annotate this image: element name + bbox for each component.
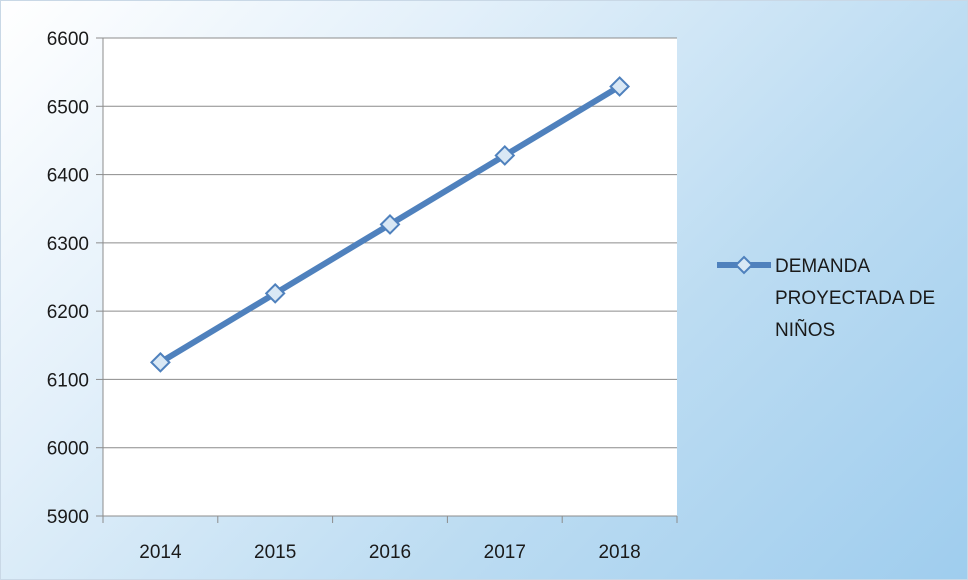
y-tick-label-6300: 6300 <box>47 234 89 255</box>
series-group <box>149 76 631 373</box>
plot-area <box>103 38 677 516</box>
x-tick-label-2015: 2015 <box>254 542 296 563</box>
y-tick-label-6000: 6000 <box>47 439 89 460</box>
x-tick-label-2014: 2014 <box>139 542 182 563</box>
data-point-2016 <box>379 214 401 235</box>
legend-label-line-2: NIÑOS <box>775 319 835 341</box>
y-axis: 5900 6000 6100 6200 6300 6400 6500 6600 <box>47 29 104 528</box>
data-point-2017 <box>494 145 516 166</box>
y-tick-label-6200: 6200 <box>47 302 89 323</box>
y-tick-label-6500: 6500 <box>47 97 89 118</box>
legend-marker-icon <box>734 255 754 275</box>
legend-label-line-1: PROYECTADA DE <box>775 288 935 309</box>
y-tick-label-6400: 6400 <box>47 166 89 187</box>
x-tick-label-2016: 2016 <box>369 542 411 563</box>
data-point-2014 <box>149 351 171 373</box>
y-tick-label-6600: 6600 <box>47 29 89 50</box>
legend-label-line-0: DEMANDA <box>775 256 870 277</box>
y-tick-label-6100: 6100 <box>47 370 89 391</box>
data-point-2018 <box>609 76 631 97</box>
gridlines <box>103 37 677 449</box>
x-tick-label-2017: 2017 <box>484 542 526 563</box>
x-axis: 2014 2015 2016 2017 2018 <box>102 515 678 563</box>
y-tick-label-5900: 5900 <box>47 507 89 528</box>
data-point-2015 <box>264 282 286 304</box>
x-tick-label-2018: 2018 <box>598 542 640 563</box>
legend: DEMANDA PROYECTADA DE NIÑOS <box>717 255 935 341</box>
